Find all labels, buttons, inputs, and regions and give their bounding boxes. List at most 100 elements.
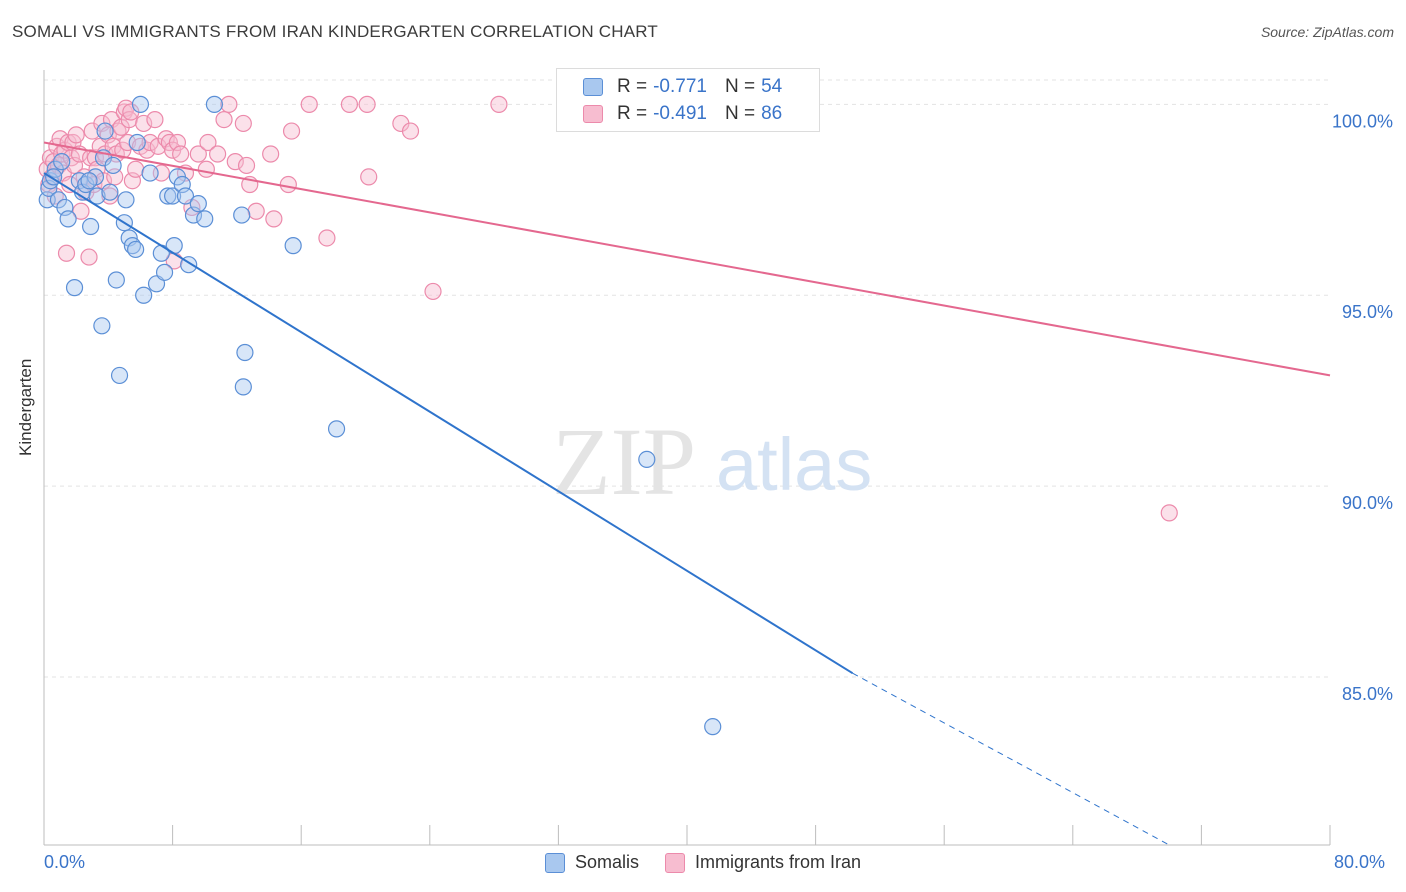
somali-point: [141, 164, 159, 182]
series-legend-label: Immigrants from Iran: [694, 852, 862, 872]
watermark-atlas: atlas: [716, 423, 872, 506]
series-legend-somalis: Somalis: [544, 852, 639, 873]
series-legend: Somalis Immigrants from Iran: [0, 852, 1406, 873]
somali-point: [236, 343, 254, 362]
legend-row-iran: R = -0.491 N = 86: [583, 102, 782, 126]
iran-point: [199, 133, 217, 152]
iran-point: [279, 175, 297, 194]
somali-point: [159, 187, 177, 205]
somali-point: [284, 237, 302, 255]
iran-point: [490, 95, 508, 113]
iran-point: [220, 95, 238, 113]
somali-point: [233, 206, 251, 224]
somali-point: [127, 240, 145, 259]
series-swatch-iran: [664, 852, 685, 873]
y-tick-label: 100.0%: [1332, 111, 1393, 131]
chart-source: Source: ZipAtlas.com: [1260, 24, 1394, 40]
somali-point: [107, 271, 125, 289]
iran-point: [101, 187, 119, 205]
somali-point: [101, 183, 119, 201]
somali-point: [196, 210, 214, 228]
y-axis-label: Kindergarten: [16, 358, 35, 456]
legend-swatch-iran: [583, 105, 603, 123]
chart-title: SOMALI VS IMMIGRANTS FROM IRAN KINDERGAR…: [12, 22, 658, 41]
somali-point: [93, 317, 111, 335]
legend-row-somalis: R = -0.771 N = 54: [583, 75, 782, 99]
legend-n-label: N =: [724, 76, 756, 97]
iran-points: [38, 95, 1178, 522]
iran-point: [247, 202, 265, 220]
trend-layer: [43, 141, 1331, 846]
iran-point: [226, 153, 244, 171]
somali-point: [234, 378, 252, 396]
iran-trend-line: [43, 141, 1331, 377]
iran-point: [318, 229, 336, 247]
iran-point: [234, 114, 252, 133]
correlation-legend: R = -0.771 N = 54 R = -0.491 N = 86: [556, 68, 820, 132]
series-legend-label: Somalis: [574, 852, 639, 872]
iran-point: [1160, 504, 1178, 522]
somali-point: [53, 153, 71, 171]
somali-point: [80, 172, 98, 190]
iran-point: [57, 244, 76, 262]
iran-point: [146, 111, 164, 129]
iran-point: [424, 282, 442, 301]
iran-point: [340, 95, 359, 113]
iran-point: [80, 248, 98, 266]
somali-point: [59, 210, 77, 228]
iran-point: [215, 111, 233, 129]
somali-trend-extension: [852, 672, 1170, 846]
somali-point: [205, 95, 223, 113]
iran-point: [262, 145, 280, 163]
iran-point: [401, 122, 420, 140]
iran-point: [209, 145, 227, 163]
legend-n-label: N =: [724, 103, 756, 124]
legend-r-value: -0.491: [653, 103, 707, 124]
y-tick-labels: 85.0% 90.0% 95.0% 100.0%: [1332, 111, 1393, 704]
somali-point: [117, 191, 135, 209]
x-tick-label-max: 80.0%: [1334, 852, 1386, 872]
iran-point: [197, 160, 215, 178]
somali-point: [88, 187, 106, 205]
legend-r-label: R =: [617, 76, 648, 97]
iran-point: [189, 145, 207, 163]
x-tick-label-min: 0.0%: [44, 852, 86, 872]
somali-point: [704, 718, 722, 736]
iran-point: [72, 202, 90, 220]
iran-point: [265, 210, 283, 228]
legend-r-label: R =: [617, 103, 648, 124]
iran-point: [141, 133, 159, 152]
series-legend-iran: Immigrants from Iran: [664, 852, 862, 873]
somali-point: [65, 279, 84, 297]
iran-point: [172, 145, 190, 163]
iran-point: [358, 95, 376, 113]
y-tick-label: 85.0%: [1342, 684, 1393, 704]
somali-trend-line: [43, 172, 854, 675]
iran-point: [67, 126, 85, 144]
legend-swatch-somalis: [583, 78, 603, 96]
somali-point: [131, 95, 150, 113]
iran-point: [360, 168, 378, 186]
y-tick-label: 90.0%: [1342, 493, 1393, 513]
somali-point: [104, 156, 122, 175]
somali-point: [164, 187, 182, 205]
somali-point: [110, 366, 129, 385]
iran-point: [300, 95, 318, 113]
somali-point: [128, 133, 146, 152]
axis-layer: [43, 70, 1331, 846]
iran-point: [118, 133, 137, 152]
somali-point: [176, 187, 195, 205]
legend-n-value: 86: [761, 103, 783, 124]
somali-point: [638, 450, 656, 469]
iran-point: [127, 160, 145, 178]
legend-n-value: 54: [761, 76, 783, 97]
legend-r-value: -0.771: [653, 76, 707, 97]
iran-point: [237, 156, 256, 175]
somali-point: [82, 217, 100, 236]
watermark: ZIP atlas: [552, 408, 872, 515]
y-tick-label: 95.0%: [1342, 302, 1393, 322]
somali-point: [327, 420, 346, 438]
watermark-zip: ZIP: [552, 408, 696, 515]
iran-point: [135, 114, 153, 133]
series-swatch-somalis: [544, 852, 565, 873]
